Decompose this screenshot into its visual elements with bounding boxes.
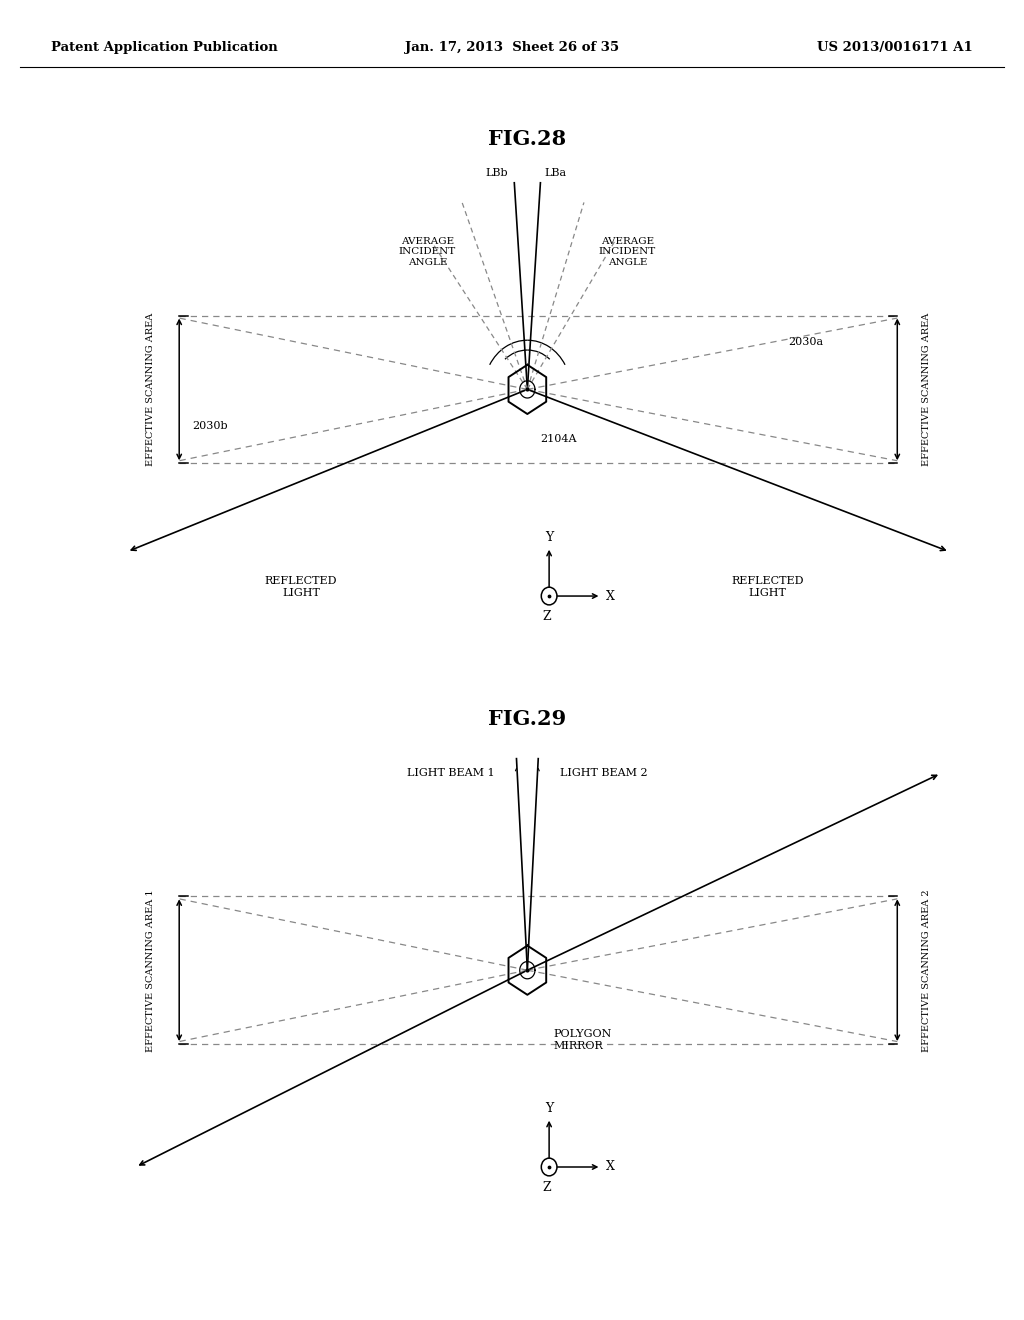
Text: Patent Application Publication: Patent Application Publication (51, 41, 278, 54)
Text: 2030a: 2030a (788, 337, 823, 347)
Text: REFLECTED
LIGHT: REFLECTED LIGHT (731, 577, 804, 598)
Text: 2030b: 2030b (193, 421, 228, 430)
Text: LIGHT BEAM 2: LIGHT BEAM 2 (560, 768, 647, 779)
Text: AVERAGE
INCIDENT
ANGLE: AVERAGE INCIDENT ANGLE (599, 236, 656, 267)
Text: FIG.28: FIG.28 (488, 128, 566, 149)
Text: X: X (606, 590, 614, 602)
Circle shape (542, 1158, 557, 1176)
Text: POLYGON
MIRROR: POLYGON MIRROR (553, 1030, 612, 1051)
Text: FIG.29: FIG.29 (488, 709, 566, 730)
Text: LBb: LBb (485, 168, 508, 178)
Text: Y: Y (545, 532, 553, 544)
Text: US 2013/0016171 A1: US 2013/0016171 A1 (817, 41, 973, 54)
Text: Y: Y (545, 1102, 553, 1115)
Text: EFFECTIVE SCANNING AREA 1: EFFECTIVE SCANNING AREA 1 (146, 888, 155, 1052)
Text: X: X (606, 1160, 614, 1173)
Text: LBa: LBa (545, 168, 567, 178)
Text: Jan. 17, 2013  Sheet 26 of 35: Jan. 17, 2013 Sheet 26 of 35 (404, 41, 620, 54)
Text: EFFECTIVE SCANNING AREA: EFFECTIVE SCANNING AREA (146, 313, 155, 466)
Text: EFFECTIVE SCANNING AREA: EFFECTIVE SCANNING AREA (922, 313, 931, 466)
Text: REFLECTED
LIGHT: REFLECTED LIGHT (265, 577, 337, 598)
Circle shape (542, 587, 557, 605)
Text: AVERAGE
INCIDENT
ANGLE: AVERAGE INCIDENT ANGLE (398, 236, 456, 267)
Text: EFFECTIVE SCANNING AREA 2: EFFECTIVE SCANNING AREA 2 (922, 888, 931, 1052)
Text: 2104A: 2104A (541, 434, 577, 444)
Text: LIGHT BEAM 1: LIGHT BEAM 1 (408, 768, 495, 779)
Text: Z: Z (543, 1181, 551, 1193)
Text: Z: Z (543, 610, 551, 623)
